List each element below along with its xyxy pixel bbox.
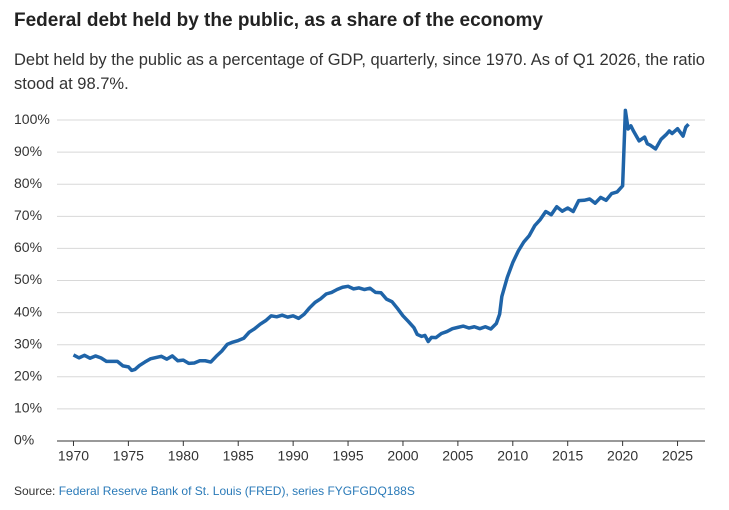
x-tick-label: 1985 bbox=[223, 448, 254, 464]
y-tick-label: 60% bbox=[14, 239, 42, 255]
x-tick-label: 2025 bbox=[662, 448, 693, 464]
y-tick-label: 10% bbox=[14, 400, 42, 416]
source: Source: Federal Reserve Bank of St. Loui… bbox=[14, 484, 415, 498]
x-tick-label: 1995 bbox=[332, 448, 363, 464]
x-tick-label: 2005 bbox=[442, 448, 473, 464]
x-tick-label: 2000 bbox=[387, 448, 418, 464]
y-tick-label: 50% bbox=[14, 271, 42, 287]
x-tick-label: 1980 bbox=[168, 448, 199, 464]
y-tick-label: 80% bbox=[14, 175, 42, 191]
x-tick-label: 1990 bbox=[278, 448, 309, 464]
y-tick-label: 100% bbox=[14, 111, 50, 127]
chart-subtitle: Debt held by the public as a percentage … bbox=[14, 51, 705, 93]
x-tick-label: 1975 bbox=[113, 448, 144, 464]
chart: 0% 10% 20% 30% 40% 50% 60% 70% 80% 90% 100% 1970 197… bbox=[14, 108, 705, 464]
x-tick-label: 2010 bbox=[497, 448, 528, 464]
y-tick-label: 0% bbox=[14, 432, 34, 448]
y-tick-label: 70% bbox=[14, 207, 42, 223]
x-tick-label: 2015 bbox=[552, 448, 583, 464]
y-tick-label: 20% bbox=[14, 368, 42, 384]
x-tick-label: 2020 bbox=[607, 448, 638, 464]
y-tick-label: 40% bbox=[14, 303, 42, 319]
x-tick-label: 1970 bbox=[58, 448, 89, 464]
source-link[interactable]: Federal Reserve Bank of St. Louis (FRED)… bbox=[58, 484, 415, 498]
chart-title: Federal debt held by the public, as a sh… bbox=[14, 10, 543, 31]
y-tick-label: 90% bbox=[14, 143, 42, 159]
y-tick-label: 30% bbox=[14, 335, 42, 351]
source-label: Source: bbox=[14, 484, 56, 498]
data-line bbox=[72, 108, 690, 373]
